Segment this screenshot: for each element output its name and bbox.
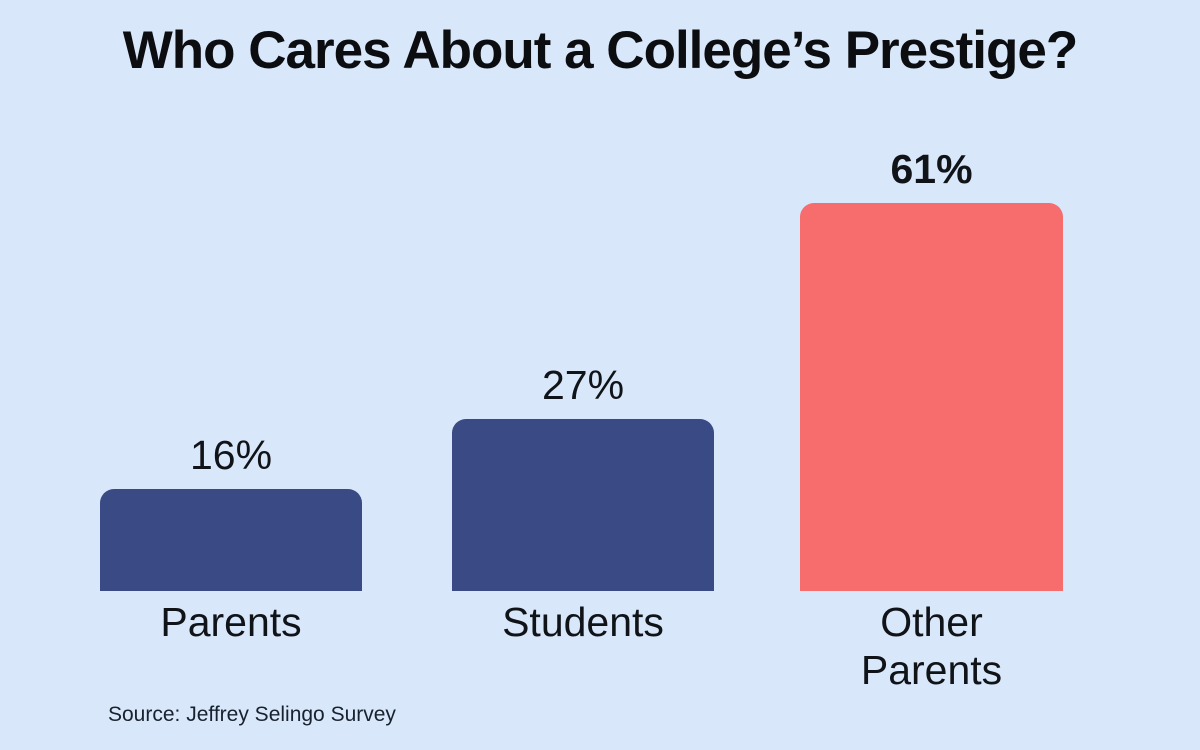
category-label-students: Students <box>502 599 664 645</box>
value-label-other-parents: 61% <box>890 146 973 192</box>
category-label-other-parents: Other Parents <box>860 599 1003 693</box>
value-label-parents: 16% <box>189 432 273 478</box>
value-label-students: 27% <box>541 362 625 408</box>
bar-parents <box>100 489 362 591</box>
source-note: Source: Jeffrey Selingo Survey <box>108 703 396 726</box>
category-label-parents: Parents <box>160 599 302 645</box>
chart-title: Who Cares About a College’s Prestige? <box>122 21 1078 80</box>
bar-students <box>452 419 714 591</box>
bar-other-parents <box>800 203 1063 591</box>
